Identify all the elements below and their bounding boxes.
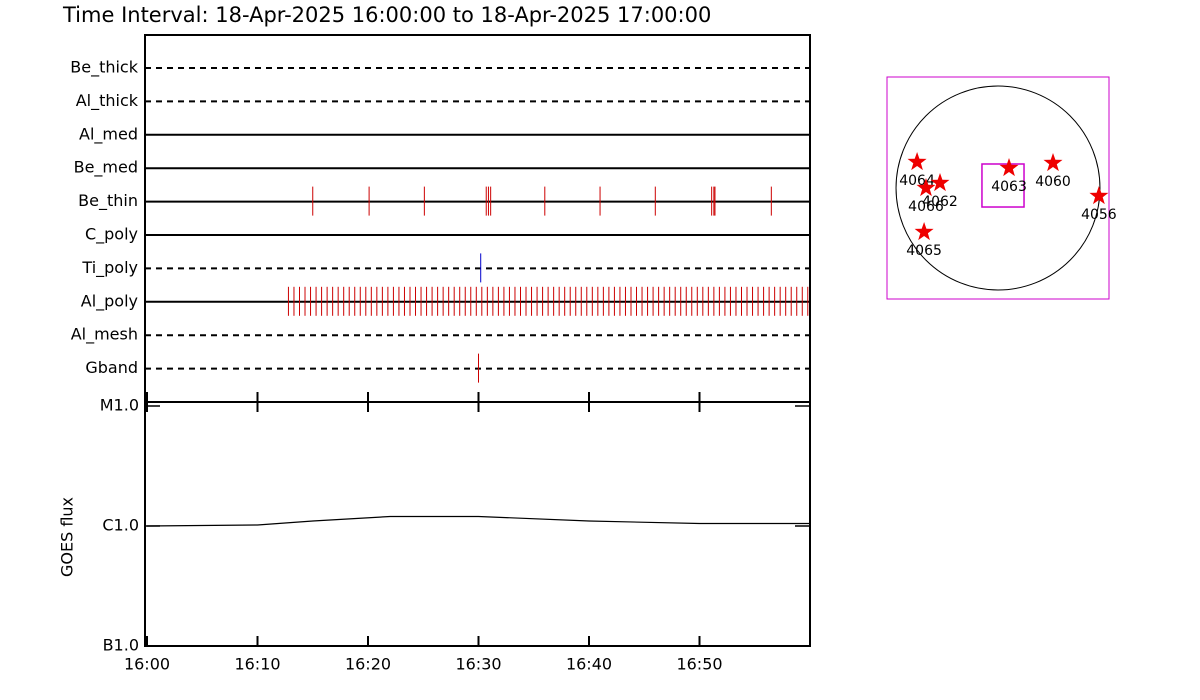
x-tick-label: 16:10	[234, 655, 280, 674]
region-marker	[1043, 153, 1063, 172]
row-label: Gband	[85, 358, 138, 377]
plot-frame	[144, 34, 811, 647]
region-label: 4060	[1035, 174, 1071, 190]
region-marker	[1089, 186, 1109, 205]
region-label: 4056	[1081, 207, 1117, 223]
row-label: Ti_poly	[81, 258, 138, 278]
solar-limb	[895, 85, 1101, 291]
row-label: Al_poly	[81, 291, 138, 311]
x-tick-label: 16:40	[566, 655, 612, 674]
row-label: C_poly	[85, 225, 138, 245]
field-of-view	[981, 163, 1025, 208]
x-tick-label: 16:00	[124, 655, 170, 674]
region-marker	[930, 173, 950, 192]
region-marker	[999, 158, 1019, 177]
row-label: Be_thick	[70, 58, 138, 78]
row-label: Be_thin	[78, 191, 138, 211]
title: Time Interval: 18-Apr-2025 16:00:00 to 1…	[62, 3, 711, 27]
row-label: Be_med	[74, 158, 138, 178]
region-label: 4062	[922, 194, 958, 210]
x-tick-label: 16:50	[676, 655, 722, 674]
x-tick-label: 16:30	[455, 655, 501, 674]
y-tick-label: M1.0	[100, 396, 139, 415]
x-tick-label: 16:20	[345, 655, 391, 674]
region-label: 4065	[906, 243, 942, 259]
row-label: Al_thick	[76, 91, 139, 111]
region-label: 4063	[991, 179, 1027, 195]
region-marker	[907, 152, 927, 171]
y-tick-label: C1.0	[102, 516, 139, 535]
goes-line	[146, 515, 810, 527]
region-marker	[916, 178, 936, 197]
map-frame	[886, 76, 1110, 300]
region-label: 4066	[908, 199, 944, 215]
y-tick-label: B1.0	[103, 636, 139, 655]
y-axis-label: GOES flux	[58, 497, 77, 577]
region-marker	[914, 222, 934, 241]
row-label: Al_med	[79, 124, 138, 144]
row-label: Al_mesh	[71, 325, 138, 345]
